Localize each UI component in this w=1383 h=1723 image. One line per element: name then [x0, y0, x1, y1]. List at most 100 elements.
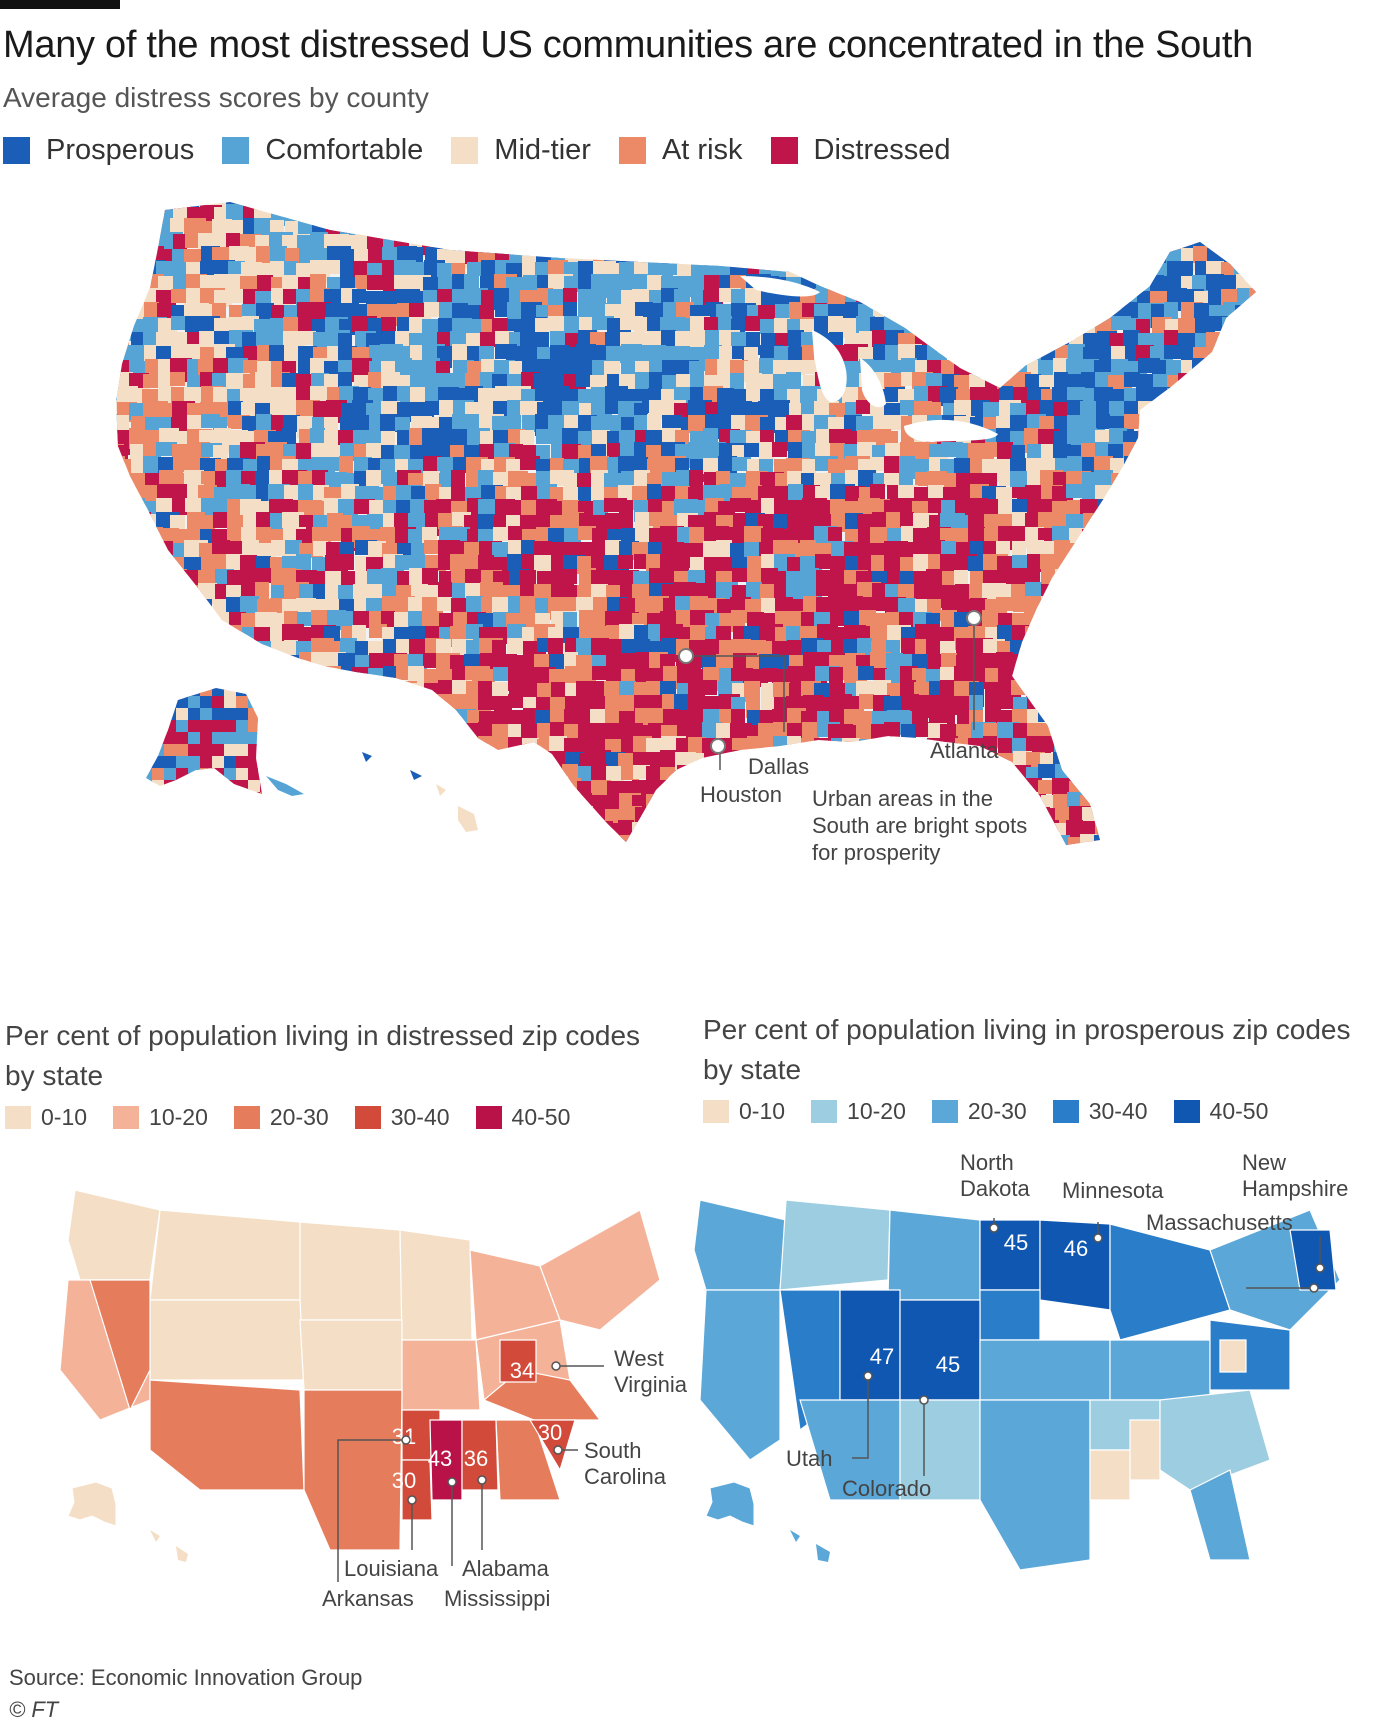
- county-cell: [1094, 557, 1115, 574]
- county-cell: [271, 837, 286, 845]
- county-cell: [212, 708, 226, 722]
- county-cell: [845, 249, 866, 270]
- county-cell: [1110, 723, 1127, 741]
- county-cell: [241, 851, 263, 870]
- county-cell: [788, 850, 813, 871]
- county-cell: [227, 515, 243, 529]
- county-cell: [985, 232, 1009, 251]
- county-cell: [732, 834, 753, 845]
- county-cell: [116, 291, 121, 312]
- county-cell: [1123, 597, 1146, 617]
- county-cell: [1068, 261, 1089, 281]
- county-cell: [802, 459, 816, 475]
- county-cell: [1097, 626, 1117, 649]
- county-cell: [170, 598, 189, 618]
- county-cell: [1069, 751, 1090, 768]
- county-cell: [968, 234, 993, 252]
- county-cell: [171, 807, 189, 823]
- county-cell: [1152, 512, 1177, 533]
- county-cell: [254, 697, 279, 718]
- county-cell: [411, 206, 434, 225]
- county-cell: [1138, 401, 1161, 417]
- county-cell: [260, 696, 262, 710]
- county-cell: [453, 457, 469, 473]
- county-cell: [1095, 668, 1120, 689]
- county-cell: [248, 688, 262, 698]
- county-cell: [1010, 202, 1032, 208]
- county-cell: [886, 233, 905, 249]
- county-cell: [452, 303, 468, 321]
- county-cell: [101, 190, 115, 215]
- county-cell: [327, 708, 350, 725]
- county-cell: [1153, 234, 1176, 254]
- county-cell: [1151, 682, 1171, 696]
- county-cell: [1083, 610, 1104, 635]
- county-cell: [1054, 724, 1068, 746]
- county-cell: [773, 247, 791, 267]
- county-cell: [198, 795, 220, 818]
- county-cell: [248, 792, 262, 794]
- state-value-north-dakota: 45: [1004, 1230, 1028, 1255]
- county-cell: [1080, 289, 1100, 309]
- county-cell: [927, 263, 951, 286]
- county-cell: [663, 260, 678, 275]
- county-cell: [410, 262, 426, 278]
- county-cell: [1038, 289, 1059, 307]
- county-cell: [1221, 848, 1236, 867]
- county-cell: [870, 766, 884, 786]
- county-cell: [970, 249, 989, 263]
- county-cell: [1094, 529, 1108, 551]
- county-cell: [369, 653, 384, 669]
- county-cell: [116, 456, 125, 480]
- county-cell: [310, 232, 328, 250]
- county-cell: [1251, 639, 1256, 659]
- county-cell: [801, 738, 817, 755]
- legend-item: 30-40: [354, 1104, 450, 1131]
- county-cell: [187, 654, 206, 675]
- county-cell: [704, 753, 721, 775]
- county-cell: [366, 778, 389, 794]
- county-cell: [1209, 528, 1231, 545]
- county-cell: [1082, 753, 1105, 776]
- county-cell: [1193, 750, 1215, 770]
- county-cell: [1192, 204, 1209, 220]
- county-cell: [1181, 596, 1205, 613]
- county-cell: [1264, 625, 1278, 644]
- county-cell: [268, 751, 285, 773]
- county-cell: [774, 220, 788, 236]
- county-cell: [215, 666, 237, 686]
- county-cell: [550, 204, 575, 224]
- county-cell: [382, 583, 396, 597]
- county-cell: [523, 793, 538, 815]
- county-cell: [224, 792, 238, 794]
- county-cell: [1262, 442, 1277, 460]
- county-cell: [1137, 485, 1158, 504]
- county-cell: [353, 387, 371, 401]
- legend-swatch: [354, 1106, 381, 1129]
- county-cell: [324, 430, 341, 446]
- county-cell: [116, 862, 130, 878]
- county-cell: [1095, 695, 1109, 709]
- county-cell: [1095, 221, 1111, 242]
- county-cell: [509, 206, 531, 231]
- county-cell: [1178, 680, 1194, 700]
- county-cell: [1236, 247, 1254, 263]
- county-cell: [1109, 750, 1129, 772]
- county-cell: [968, 512, 985, 528]
- county-cell: [198, 850, 212, 868]
- county-cell: [1041, 584, 1061, 606]
- county-cell: [117, 485, 138, 502]
- county-cell: [1262, 851, 1282, 876]
- county-cell: [383, 723, 404, 739]
- county-cell: [520, 806, 539, 824]
- county-cell: [1248, 625, 1256, 642]
- county-cell: [1067, 556, 1083, 573]
- county-cell: [522, 738, 539, 754]
- county-cell: [999, 316, 1024, 334]
- county-cell: [494, 738, 510, 762]
- county-cell: [1110, 767, 1131, 791]
- county-cell: [185, 809, 207, 829]
- county-cell: [523, 202, 539, 213]
- county-cell: [394, 821, 409, 845]
- county-cell: [983, 330, 998, 347]
